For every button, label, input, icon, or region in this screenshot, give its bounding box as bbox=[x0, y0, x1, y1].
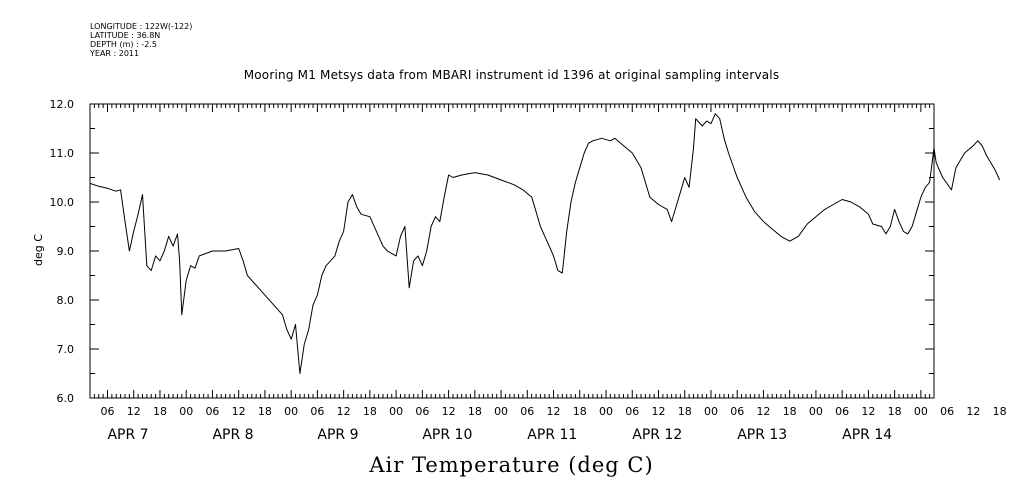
x-hour-label: 18 bbox=[678, 405, 692, 418]
y-tick-label: 9.0 bbox=[57, 245, 75, 258]
x-day-label: APR 14 bbox=[842, 427, 892, 443]
x-day-label: APR 12 bbox=[632, 427, 682, 443]
y-tick-label: 10.0 bbox=[50, 196, 75, 209]
x-axis-label-wrap: Air Temperature (deg C) bbox=[0, 453, 1009, 477]
x-hour-label: 12 bbox=[966, 405, 980, 418]
x-hour-label: 00 bbox=[494, 405, 508, 418]
x-hour-label: 12 bbox=[232, 405, 246, 418]
x-hour-label: 18 bbox=[573, 405, 587, 418]
x-hour-label: 06 bbox=[310, 405, 324, 418]
x-day-label: APR 10 bbox=[422, 427, 472, 443]
x-hour-label: 12 bbox=[337, 405, 351, 418]
chart-title: Mooring M1 Metsys data from MBARI instru… bbox=[243, 68, 780, 82]
x-hour-label: 18 bbox=[363, 405, 377, 418]
x-hour-label: 12 bbox=[651, 405, 665, 418]
x-day-label: APR 11 bbox=[527, 427, 577, 443]
x-hour-label: 06 bbox=[415, 405, 429, 418]
y-tick-label: 6.0 bbox=[57, 392, 75, 405]
x-axis-label: Air Temperature (deg C) bbox=[369, 453, 654, 477]
y-tick-label: 12.0 bbox=[50, 98, 75, 111]
x-hour-label: 18 bbox=[258, 405, 272, 418]
x-hour-label: 18 bbox=[468, 405, 482, 418]
depth-text: DEPTH (m) : -2.5 bbox=[90, 40, 157, 49]
y-axis-label: deg C bbox=[32, 234, 45, 266]
x-hour-label: 00 bbox=[179, 405, 193, 418]
y-tick-label: 7.0 bbox=[57, 343, 75, 356]
x-hour-label: 00 bbox=[599, 405, 613, 418]
x-hour-label: 12 bbox=[442, 405, 456, 418]
x-hour-label: 18 bbox=[783, 405, 797, 418]
x-hour-label: 00 bbox=[284, 405, 298, 418]
x-hour-label: 18 bbox=[888, 405, 902, 418]
x-hour-label: 00 bbox=[914, 405, 928, 418]
x-hour-label: 00 bbox=[809, 405, 823, 418]
x-hour-label: 00 bbox=[704, 405, 718, 418]
y-tick-label: 11.0 bbox=[50, 147, 75, 160]
metadata-block: LONGITUDE : 122W(-122) LATITUDE : 36.8N … bbox=[90, 22, 192, 58]
x-hour-label: 06 bbox=[940, 405, 954, 418]
x-day-label: APR 9 bbox=[317, 427, 358, 443]
x-hour-label: 06 bbox=[205, 405, 219, 418]
x-hour-label: 06 bbox=[100, 405, 114, 418]
x-hour-label: 00 bbox=[389, 405, 403, 418]
chart-title-wrap: Mooring M1 Metsys data from MBARI instru… bbox=[0, 68, 1009, 82]
x-hour-label: 12 bbox=[861, 405, 875, 418]
x-day-label: APR 7 bbox=[107, 427, 148, 443]
x-day-label: APR 13 bbox=[737, 427, 787, 443]
x-hour-label: 12 bbox=[547, 405, 561, 418]
year-text: YEAR : 2011 bbox=[90, 49, 140, 58]
series-line-1 bbox=[89, 113, 937, 374]
x-hour-label: 06 bbox=[835, 405, 849, 418]
x-hour-label: 06 bbox=[625, 405, 639, 418]
x-hour-label: 18 bbox=[993, 405, 1007, 418]
x-hour-label: 06 bbox=[520, 405, 534, 418]
x-day-label: APR 8 bbox=[212, 427, 253, 443]
y-tick-label: 8.0 bbox=[57, 294, 75, 307]
chart-series bbox=[89, 113, 1001, 374]
x-hour-label: 06 bbox=[730, 405, 744, 418]
x-hour-label: 12 bbox=[756, 405, 770, 418]
chart-axes: 6.0 7.0 8.0 9.0 10.0 11.0 12.0 06 12 18 00 06 12 18 00… bbox=[50, 98, 1007, 443]
x-hour-label: 12 bbox=[127, 405, 141, 418]
series-line-2 bbox=[935, 140, 1001, 191]
latitude-text: LATITUDE : 36.8N bbox=[90, 31, 161, 40]
longitude-text: LONGITUDE : 122W(-122) bbox=[90, 22, 193, 31]
x-hour-label: 18 bbox=[153, 405, 167, 418]
